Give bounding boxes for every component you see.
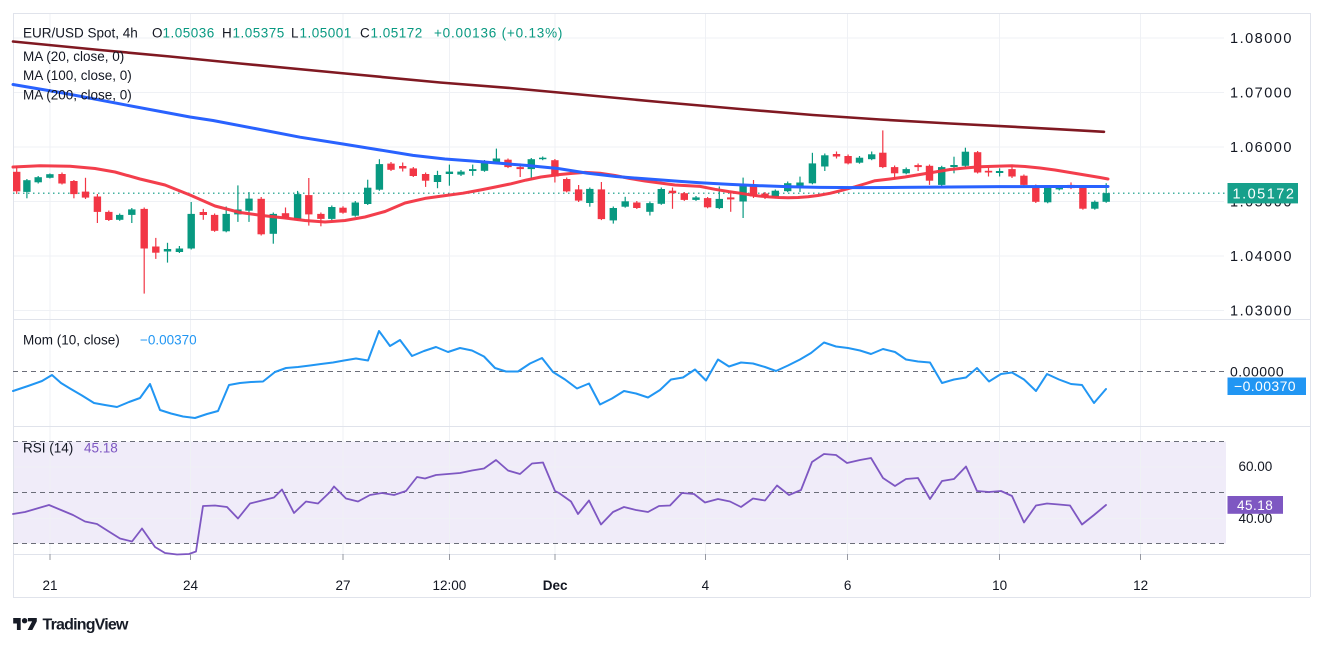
svg-text:1.05375: 1.05375 xyxy=(233,26,285,41)
svg-text:MA (20, close, 0): MA (20, close, 0) xyxy=(23,49,124,64)
svg-text:EUR/USD Spot, 4h: EUR/USD Spot, 4h xyxy=(23,26,138,41)
svg-text:1.07000: 1.07000 xyxy=(1230,86,1293,102)
svg-text:1.03000: 1.03000 xyxy=(1230,304,1293,320)
svg-text:1.05036: 1.05036 xyxy=(163,26,215,41)
svg-text:Dec: Dec xyxy=(543,578,568,593)
svg-text:60.00: 60.00 xyxy=(1239,459,1273,474)
svg-text:40.00: 40.00 xyxy=(1239,511,1273,526)
svg-text:1.05001: 1.05001 xyxy=(300,26,352,41)
svg-text:10: 10 xyxy=(992,578,1007,593)
svg-text:MA (100, close, 0): MA (100, close, 0) xyxy=(23,68,132,83)
svg-text:Mom (10, close): Mom (10, close) xyxy=(23,333,120,348)
svg-text:4: 4 xyxy=(702,578,710,593)
svg-text:1.06000: 1.06000 xyxy=(1230,140,1293,156)
svg-text:RSI (14): RSI (14) xyxy=(23,441,73,456)
svg-text:H: H xyxy=(222,26,232,41)
svg-text:L: L xyxy=(291,26,299,41)
svg-text:O: O xyxy=(152,26,163,41)
svg-text:1.08000: 1.08000 xyxy=(1230,31,1293,47)
svg-text:−0.00370: −0.00370 xyxy=(140,333,197,348)
svg-text:6: 6 xyxy=(844,578,852,593)
svg-text:45.18: 45.18 xyxy=(84,441,118,456)
svg-text:12: 12 xyxy=(1133,578,1148,593)
svg-text:1.05172: 1.05172 xyxy=(1233,186,1296,202)
svg-text:−0.00370: −0.00370 xyxy=(1234,378,1296,394)
svg-text:1.04000: 1.04000 xyxy=(1230,249,1293,265)
svg-text:27: 27 xyxy=(335,578,350,593)
svg-text:45.18: 45.18 xyxy=(1237,498,1273,513)
svg-text:MA (200, close, 0): MA (200, close, 0) xyxy=(23,88,132,103)
svg-text:C: C xyxy=(360,26,370,41)
svg-text:TradingView: TradingView xyxy=(43,617,130,634)
svg-text:12:00: 12:00 xyxy=(433,578,467,593)
svg-text:1.05172: 1.05172 xyxy=(371,26,423,41)
svg-text:0.00000: 0.00000 xyxy=(1230,363,1284,379)
svg-text:+0.00136 (+0.13%): +0.00136 (+0.13%) xyxy=(434,26,563,41)
svg-text:24: 24 xyxy=(183,578,199,593)
svg-text:21: 21 xyxy=(42,578,57,593)
